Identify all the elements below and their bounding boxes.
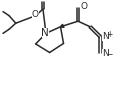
Text: −: −	[106, 50, 112, 60]
Text: N: N	[42, 28, 49, 38]
Text: O: O	[80, 2, 87, 11]
Text: O: O	[39, 0, 46, 1]
Text: O: O	[32, 10, 39, 19]
Text: N: N	[102, 32, 109, 41]
Text: +: +	[106, 30, 112, 39]
Text: N: N	[102, 48, 109, 58]
